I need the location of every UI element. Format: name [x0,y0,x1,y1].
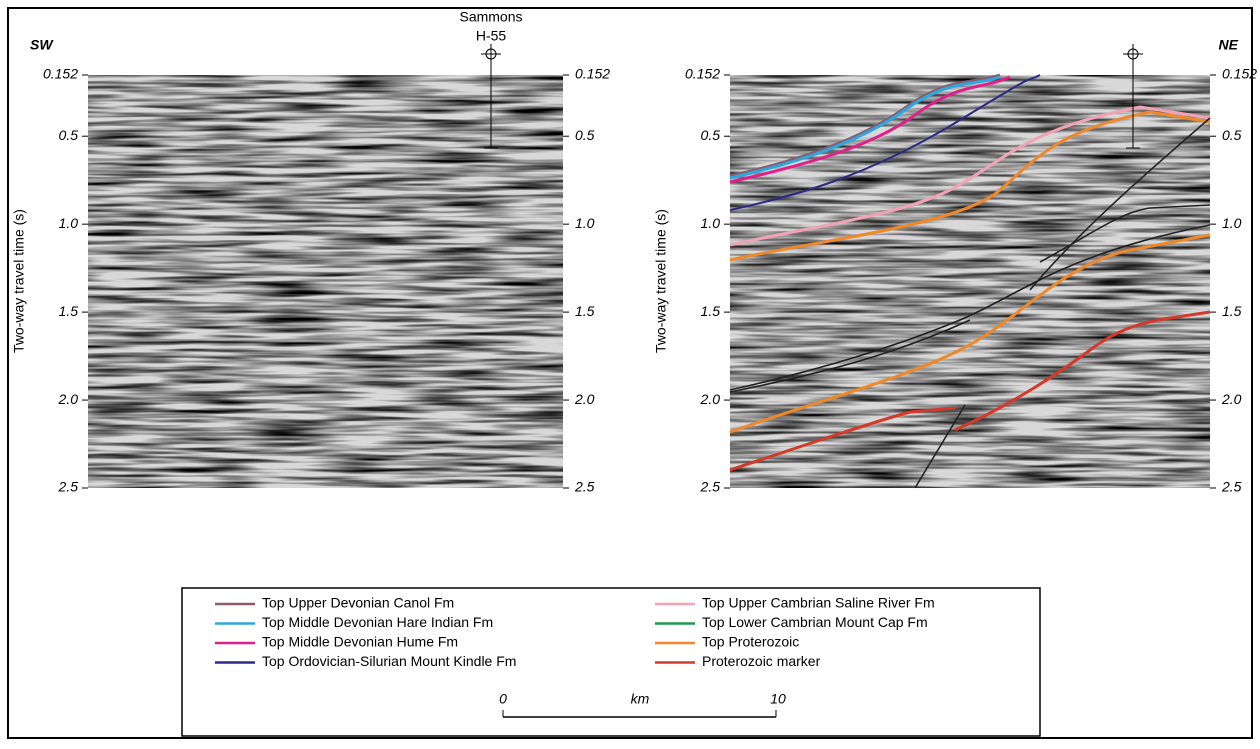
y-tick-label: 2.0 [1221,391,1242,407]
legend-label: Top Ordovician-Silurian Mount Kindle Fm [262,653,516,669]
y-axis-label: Two-way travel time (s) [11,209,27,353]
y-tick-label: 0.5 [59,127,79,143]
y-tick-label: 0.5 [1222,127,1242,143]
y-tick-label: 1.5 [701,303,721,319]
y-tick-label: 1.5 [1222,303,1242,319]
y-axis-label: Two-way travel time (s) [653,209,669,353]
y-tick-label: 2.5 [574,479,595,495]
y-tick-label: 1.5 [575,303,595,319]
legend-label: Top Middle Devonian Hume Fm [262,634,458,650]
legend-label: Top Proterozoic [702,634,799,650]
legend-box [181,587,1041,737]
y-tick-label: 1.0 [575,215,595,231]
y-tick-label: 1.5 [59,303,79,319]
legend-label: Top Middle Devonian Hare Indian Fm [262,614,493,630]
y-tick-label: 2.5 [700,479,721,495]
horizons [729,73,1211,489]
seismic-left-texture [88,75,563,488]
y-tick-label: 1.0 [701,215,721,231]
y-tick-label: 2.5 [58,479,79,495]
y-tick-label: 0.152 [685,66,720,82]
y-tick-label: 0.5 [575,127,595,143]
well-left [481,44,501,149]
y-tick-label: 1.0 [59,215,79,231]
frame [7,7,1253,739]
y-tick-label: 2.0 [700,391,721,407]
section-label-sw: SW [30,37,54,53]
well-id: H-55 [476,28,507,44]
y-tick-label: 1.0 [1222,215,1242,231]
y-tick-label: 0.152 [1222,66,1257,82]
scale-start: 0 [499,691,507,707]
scale-end: 10 [770,691,786,707]
legend-label: Proterozoic marker [702,653,821,669]
well-name: Sammons [459,9,522,25]
y-tick-label: 0.5 [701,127,721,143]
scale-unit: km [631,691,650,707]
section-label-ne: NE [1219,37,1239,53]
y-tick-label: 0.152 [575,66,610,82]
y-tick-label: 0.152 [43,66,78,82]
y-tick-label: 2.5 [1221,479,1242,495]
y-tick-label: 2.0 [574,391,595,407]
legend-label: Top Upper Cambrian Saline River Fm [702,595,935,611]
legend-label: Top Lower Cambrian Mount Cap Fm [702,614,928,630]
legend-label: Top Upper Devonian Canol Fm [262,595,454,611]
seismic-right-texture [730,75,1210,488]
well-right [1123,44,1143,149]
y-tick-label: 2.0 [58,391,79,407]
